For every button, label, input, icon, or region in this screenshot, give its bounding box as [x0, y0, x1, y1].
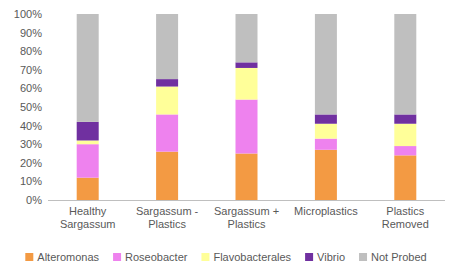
y-tick-label: 20% [20, 157, 42, 169]
bar-segment [77, 144, 99, 177]
chart: 0% 10% 20% 30% 40% 50% 60% 70% 80% 90% 100% Healthy… [0, 0, 452, 271]
bar-segment [77, 14, 99, 122]
y-axis [48, 14, 49, 200]
bar-segment [315, 114, 337, 123]
x-tick-label: Sargassum -Plastics [136, 205, 199, 230]
legend-label: Roseobacter [125, 251, 188, 263]
bar-segment [236, 62, 258, 68]
x-tick-line: Removed [382, 218, 429, 230]
y-tick-label: 0% [26, 194, 42, 206]
bar-segment [77, 122, 99, 141]
x-axis [48, 200, 445, 201]
bar-segment [394, 124, 416, 146]
legend-item: Not Probed [359, 251, 427, 263]
y-tick-label: 10% [20, 175, 42, 187]
legend-swatch [305, 253, 313, 261]
y-tick-label: 40% [20, 120, 42, 132]
x-tick-label: PlasticsRemoved [382, 205, 429, 230]
bar-segment [394, 114, 416, 123]
y-tick-label: 60% [20, 82, 42, 94]
legend-label: Alteromonas [37, 251, 99, 263]
bars [77, 14, 417, 200]
x-tick-line: Microplastics [294, 205, 358, 217]
bar-segment [394, 146, 416, 155]
legend-item: Flavobacterales [201, 251, 291, 263]
bar-segment [156, 79, 178, 86]
x-tick-line: Healthy [69, 205, 107, 217]
legend-swatch [359, 253, 367, 261]
legend-swatch [113, 253, 121, 261]
x-tick-line: Plastics [228, 218, 266, 230]
bar-segment [77, 140, 99, 144]
bar-segment [156, 87, 178, 115]
bar-segment [156, 114, 178, 151]
bar-segment [315, 14, 337, 114]
legend-item: Vibrio [305, 251, 345, 263]
legend-swatch [25, 253, 33, 261]
x-tick-label: Microplastics [294, 205, 358, 217]
y-tick-label: 90% [20, 27, 42, 39]
legend-label: Not Probed [371, 251, 427, 263]
y-tick-label: 50% [20, 101, 42, 113]
bar-segment [156, 152, 178, 200]
bar-segment [236, 68, 258, 100]
bar-segment [394, 14, 416, 114]
y-tick-label: 100% [14, 8, 42, 20]
legend-label: Flavobacterales [213, 251, 291, 263]
x-tick-label: Sargassum +Plastics [214, 205, 279, 230]
bar-segment [156, 14, 178, 79]
x-tick-line: Sargassum [60, 218, 116, 230]
bar-segment [315, 139, 337, 150]
x-tick-label: HealthySargassum [60, 205, 116, 230]
x-tick-line: Sargassum + [214, 205, 279, 217]
bar-segment [77, 178, 99, 200]
y-tick-label: 80% [20, 45, 42, 57]
y-tick-label: 70% [20, 64, 42, 76]
legend-item: Alteromonas [25, 251, 99, 263]
bar-segment [236, 154, 258, 201]
legend-label: Vibrio [317, 251, 345, 263]
x-tick-line: Sargassum - [136, 205, 199, 217]
legend-item: Roseobacter [113, 251, 188, 263]
legend-swatch [201, 253, 209, 261]
bar-segment [236, 14, 258, 62]
y-tick-label: 30% [20, 138, 42, 150]
legend: Alteromonas Roseobacter Flavobacterales Vib… [25, 251, 426, 263]
bar-segment [315, 124, 337, 139]
x-tick-line: Plastics [148, 218, 186, 230]
bar-segment [394, 155, 416, 200]
bar-segment [315, 150, 337, 200]
bar-segment [236, 100, 258, 154]
x-tick-line: Plastics [386, 205, 424, 217]
